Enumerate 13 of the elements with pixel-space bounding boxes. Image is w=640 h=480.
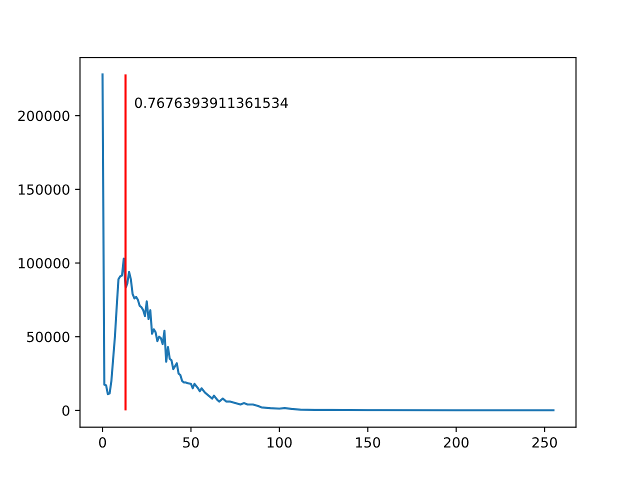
y-tick-label: 200000	[18, 110, 70, 122]
x-tick-label: 250	[532, 437, 557, 448]
x-tick-label: 100	[268, 437, 292, 448]
x-tick-label: 150	[356, 437, 380, 448]
line-series	[102, 73, 554, 412]
x-tick-label: 200	[444, 437, 469, 448]
y-tick-label: 0	[62, 405, 70, 416]
x-tick-label: 50	[183, 437, 199, 448]
y-tick-label: 50000	[27, 332, 70, 342]
x-tick-label: 0	[99, 437, 106, 448]
y-tick-label: 150000	[18, 184, 70, 195]
annotation: 0.7676393911361534	[134, 98, 288, 108]
y-tick-label: 100000	[18, 258, 70, 269]
